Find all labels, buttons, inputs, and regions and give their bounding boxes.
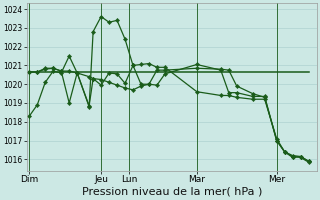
X-axis label: Pression niveau de la mer( hPa ): Pression niveau de la mer( hPa )	[82, 187, 262, 197]
